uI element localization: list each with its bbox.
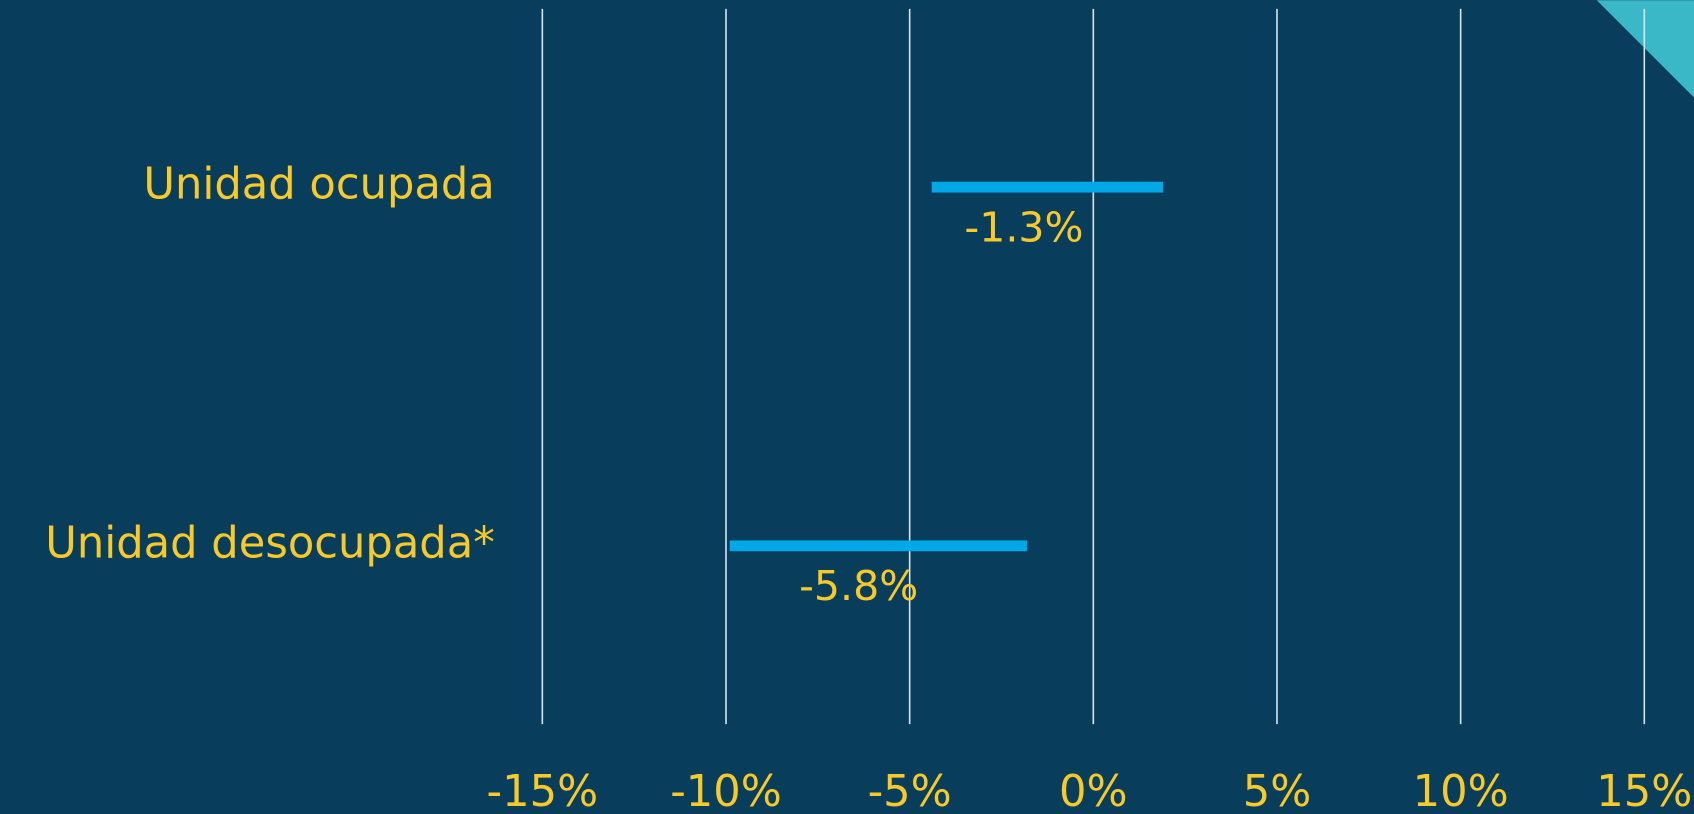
range-bar (729, 540, 1028, 552)
category-label: Unidad desocupada* (45, 518, 495, 568)
value-label: -5.8% (799, 562, 918, 610)
x-tick-label: 5% (1243, 767, 1312, 814)
category-label: Unidad ocupada (143, 160, 494, 210)
x-tick-label: 15% (1596, 767, 1692, 814)
x-tick-label: 0% (1059, 767, 1128, 814)
x-tick-label: -5% (868, 767, 952, 814)
x-tick-label: -10% (670, 767, 782, 814)
value-label: -1.3% (964, 203, 1083, 251)
x-tick-label: 10% (1413, 767, 1509, 814)
range-bar (931, 181, 1164, 193)
x-tick-label: -15% (487, 767, 599, 814)
